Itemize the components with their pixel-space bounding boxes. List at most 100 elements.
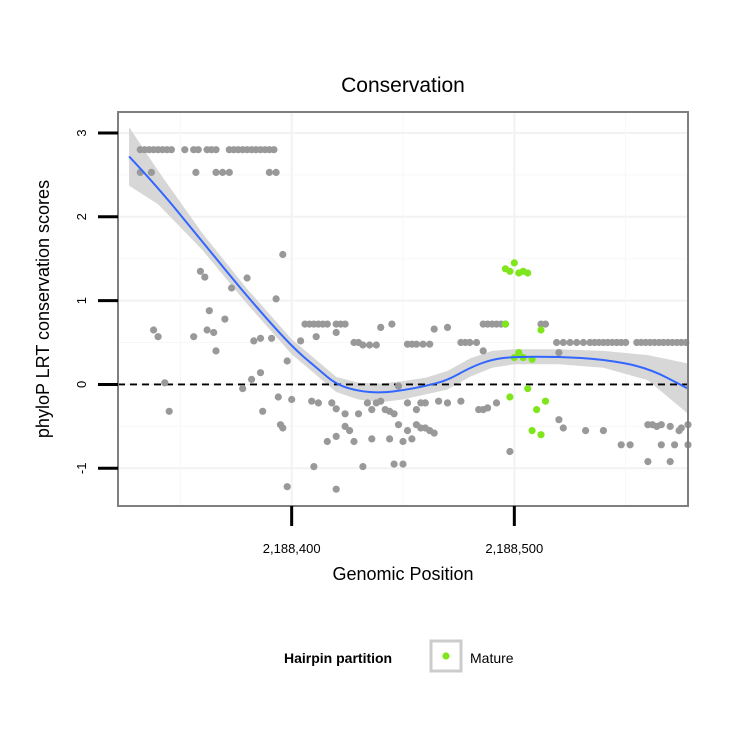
point-other xyxy=(399,460,407,468)
point-other xyxy=(212,168,220,176)
point-other xyxy=(617,441,625,449)
y-axis: -1 0 1 2 3 xyxy=(74,129,118,474)
points-mature xyxy=(501,259,550,439)
legend: Hairpin partition Mature xyxy=(284,639,514,673)
point-other xyxy=(332,405,340,413)
point-other xyxy=(359,463,367,471)
point-other xyxy=(312,333,320,341)
x-axis-title: Genomic Position xyxy=(332,564,473,584)
point-other xyxy=(332,328,340,337)
point-other xyxy=(250,337,258,345)
point-other xyxy=(426,340,434,348)
point-other xyxy=(622,338,630,347)
point-other xyxy=(228,284,236,292)
point-other xyxy=(274,393,282,401)
point-mature xyxy=(501,320,509,328)
point-other xyxy=(671,441,679,449)
point-other xyxy=(377,397,385,405)
point-other xyxy=(210,328,218,337)
point-other xyxy=(323,320,331,328)
point-other xyxy=(506,447,514,456)
point-other xyxy=(332,432,340,440)
point-other xyxy=(579,338,588,347)
point-other xyxy=(403,427,412,435)
point-other xyxy=(167,146,175,154)
point-other xyxy=(196,267,204,275)
point-other xyxy=(181,146,189,154)
point-other xyxy=(272,295,280,303)
legend-label-mature: Mature xyxy=(470,650,514,666)
legend-title: Hairpin partition xyxy=(284,650,392,666)
point-other xyxy=(372,341,380,349)
point-other xyxy=(308,397,316,405)
point-other xyxy=(657,421,665,429)
point-other xyxy=(479,347,487,355)
panel-border xyxy=(117,111,689,507)
point-other xyxy=(541,320,550,328)
point-mature xyxy=(506,267,514,275)
point-other xyxy=(368,406,376,414)
x-tick-label: 2,188,500 xyxy=(485,541,543,556)
point-other xyxy=(279,424,287,432)
point-other xyxy=(165,407,173,415)
point-other xyxy=(354,410,363,418)
point-other xyxy=(341,422,349,430)
point-other xyxy=(359,341,367,349)
point-other xyxy=(239,385,247,393)
points-other xyxy=(136,146,692,493)
point-other xyxy=(388,320,396,328)
point-other xyxy=(626,441,634,449)
point-other xyxy=(566,338,574,347)
point-other xyxy=(259,407,267,415)
point-other xyxy=(270,146,278,154)
plot-panel xyxy=(117,111,692,507)
point-other xyxy=(194,146,202,154)
point-other xyxy=(203,326,211,334)
point-other xyxy=(154,333,162,341)
x-axis: 2,188,400 2,188,500 xyxy=(263,506,543,556)
point-other xyxy=(363,399,371,407)
point-other xyxy=(328,399,336,407)
point-other xyxy=(221,315,229,323)
point-other xyxy=(201,273,209,281)
point-other xyxy=(341,320,349,328)
point-other xyxy=(225,168,233,176)
point-other xyxy=(190,333,198,341)
point-other xyxy=(443,323,452,331)
point-other xyxy=(323,437,331,446)
point-other xyxy=(666,422,674,430)
point-other xyxy=(677,424,685,432)
point-mature xyxy=(515,349,523,357)
y-axis-title: phyloP LRT conservation scores xyxy=(33,180,53,438)
point-other xyxy=(243,274,251,282)
point-other xyxy=(283,357,291,365)
point-other xyxy=(394,382,403,390)
point-other xyxy=(265,168,273,176)
point-mature xyxy=(510,259,518,267)
point-other xyxy=(256,334,265,342)
point-other xyxy=(599,427,608,435)
legend-mature-marker xyxy=(442,652,450,660)
point-other xyxy=(555,416,563,424)
point-other xyxy=(573,338,581,347)
point-mature xyxy=(537,326,545,334)
y-tick-label: 3 xyxy=(74,129,89,136)
point-other xyxy=(386,435,394,443)
point-other xyxy=(377,323,385,331)
point-other xyxy=(408,435,416,443)
point-other xyxy=(412,340,420,348)
point-other xyxy=(346,427,354,435)
point-other xyxy=(421,399,429,407)
point-other xyxy=(366,341,374,349)
point-mature xyxy=(533,406,541,414)
point-other xyxy=(430,325,438,333)
chart-title: Conservation xyxy=(341,74,465,97)
point-mature xyxy=(524,269,532,277)
point-other xyxy=(268,334,276,342)
point-other xyxy=(350,437,358,446)
point-other xyxy=(248,375,256,383)
point-other xyxy=(559,424,567,432)
point-other xyxy=(368,435,376,443)
point-other xyxy=(192,168,200,176)
